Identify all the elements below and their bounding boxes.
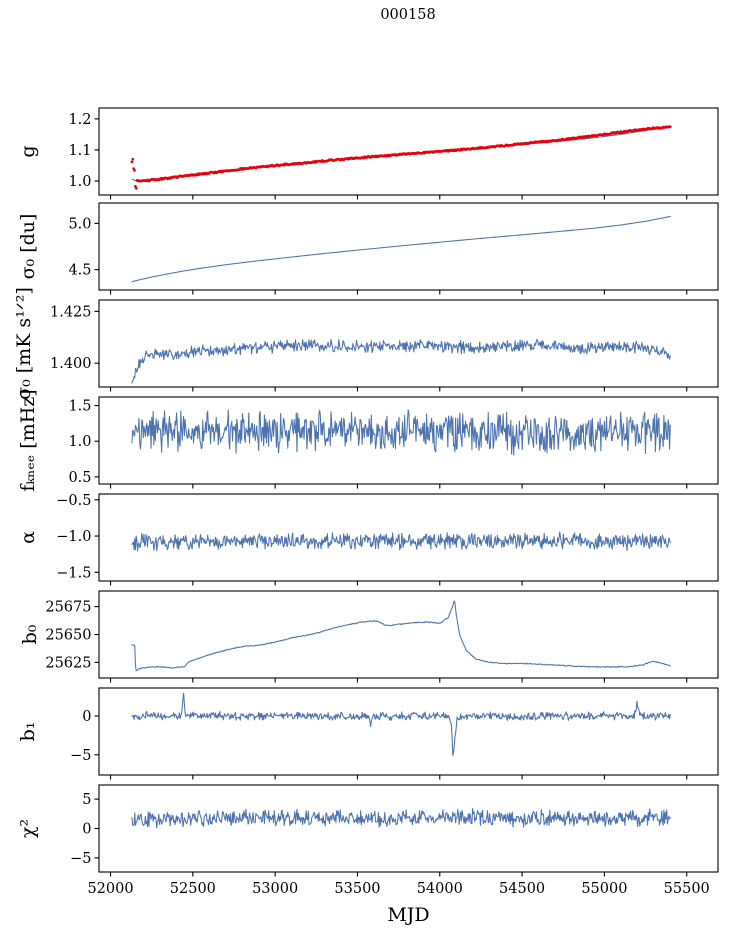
ytick-label-4-0: 0.5 — [68, 470, 91, 486]
panel-frame-1 — [98, 107, 719, 196]
ytick-label-4-2: 1.5 — [68, 399, 91, 415]
ytick-label-6-1: 25650 — [45, 628, 91, 644]
panel-5: −1.5 −1.0 −0.5 α — [17, 493, 719, 586]
ylabel-panel-7: b₁ — [17, 722, 39, 742]
panel-frame-7 — [98, 687, 719, 776]
panel-frame-3 — [98, 299, 719, 388]
xtick-label-0: 52000 — [87, 881, 133, 897]
series-f-knee — [131, 409, 671, 456]
ytick-label-1-2: 1.2 — [68, 112, 91, 128]
ylabel-panel-8: χ² — [17, 819, 39, 838]
ytick-label-8-0: −5 — [70, 851, 91, 867]
ytick-label-1-0: 1.0 — [68, 174, 91, 190]
series-gain-measurements — [130, 125, 672, 190]
data-point — [134, 184, 137, 188]
ytick-label-2-0: 4.5 — [68, 263, 91, 279]
ylabel-panel-2: σ₀ [du] — [17, 214, 39, 280]
panel-frame-4 — [98, 396, 719, 485]
xaxis-label: MJD — [387, 904, 429, 926]
ylabel-panel-4: fₖₙₑₑ [mHz] — [17, 389, 39, 491]
series-chi2 — [131, 807, 671, 829]
ytick-label-8-2: 5 — [82, 792, 91, 808]
ylabel-panel-1: g — [17, 145, 39, 157]
ytick-label-5-1: −1.0 — [56, 529, 91, 545]
panel-7: −5 0 b₁ — [17, 687, 719, 780]
ytick-label-3-1: 1.425 — [50, 304, 92, 320]
ytick-label-7-1: 0 — [82, 709, 91, 725]
xtick-label-7: 55500 — [664, 881, 710, 897]
ytick-label-6-0: 25625 — [45, 655, 91, 671]
panel-1: 1.0 1.1 1.2 g — [17, 107, 719, 200]
xtick-label-2: 53000 — [252, 881, 298, 897]
data-point — [130, 160, 134, 164]
ytick-label-5-2: −0.5 — [56, 493, 91, 509]
series-sigma0-du — [131, 215, 671, 283]
panel-frame-2 — [98, 202, 719, 291]
ytick-label-8-1: 0 — [82, 822, 91, 838]
data-point — [133, 169, 136, 172]
ytick-label-2-1: 5.0 — [68, 216, 91, 232]
ytick-label-6-2: 25675 — [45, 600, 91, 616]
xtick-label-3: 53500 — [334, 881, 380, 897]
data-point — [668, 125, 672, 129]
data-point — [131, 157, 135, 161]
ytick-label-3-0: 1.400 — [50, 356, 92, 372]
panel-frame-6 — [98, 590, 719, 679]
xtick-label-4: 54000 — [417, 881, 463, 897]
ytick-label-7-0: −5 — [70, 748, 91, 764]
series-b0 — [131, 600, 671, 672]
panel-2: 4.5 5.0 σ₀ [du] — [17, 202, 719, 295]
series-alpha — [131, 531, 671, 552]
panel-3: 1.400 1.425 σ₀ [mK s¹ᐟ²] — [13, 287, 719, 400]
xtick-label-1: 52500 — [170, 881, 216, 897]
panel-frame-5 — [98, 493, 719, 582]
xtick-label-5: 54500 — [499, 881, 545, 897]
panel-frame-8 — [98, 784, 719, 873]
series-sigma0-mk — [131, 338, 671, 384]
ylabel-panel-5: α — [17, 531, 39, 544]
ylabel-panel-6: b₀ — [19, 624, 41, 644]
ytick-label-5-0: −1.5 — [56, 565, 91, 581]
figure-title: 000158 — [380, 7, 435, 23]
ytick-label-4-1: 1.0 — [68, 434, 91, 450]
panel-8: −5 0 5 χ² — [17, 784, 719, 877]
data-point — [134, 186, 138, 190]
series-b1 — [131, 692, 671, 757]
ylabel-panel-3: σ₀ [mK s¹ᐟ²] — [13, 287, 35, 400]
ytick-label-1-1: 1.1 — [68, 143, 91, 159]
xtick-label-6: 55000 — [581, 881, 627, 897]
panel-4: 0.5 1.0 1.5 fₖₙₑₑ [mHz] — [17, 389, 719, 492]
